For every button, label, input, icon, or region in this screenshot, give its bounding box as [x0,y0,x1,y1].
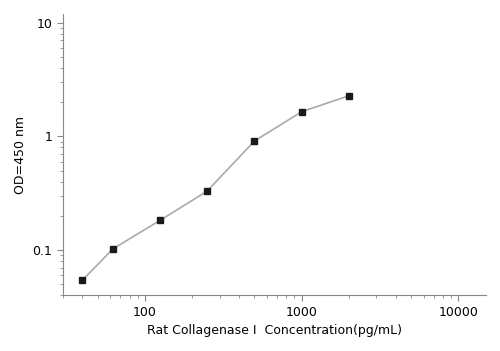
Y-axis label: OD=450 nm: OD=450 nm [14,115,27,193]
X-axis label: Rat Collagenase I  Concentration(pg/mL): Rat Collagenase I Concentration(pg/mL) [147,324,402,337]
